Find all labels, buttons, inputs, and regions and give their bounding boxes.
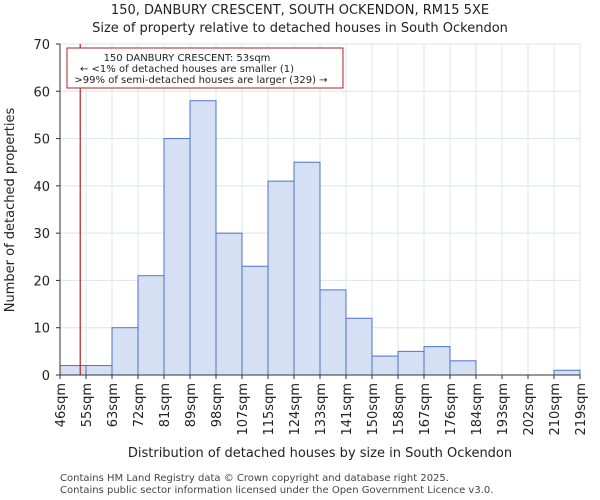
x-tick-label: 202sqm [522,383,537,436]
x-tick-label: 63sqm [106,383,121,427]
bar-133sqm [319,289,347,376]
bar-98sqm [215,232,243,376]
x-tick-label: 141sqm [340,383,355,436]
x-tick-labels: 46sqm 55sqm 63sqm 72sqm 81sqm 89sqm 98sqm 107sq… [54,375,589,436]
footer-licence: Contains public sector information licen… [60,485,494,496]
x-tick-label: 184sqm [470,383,485,436]
x-tick-label: 150sqm [366,383,381,436]
bar-141sqm [345,317,373,376]
x-tick-label: 107sqm [236,383,251,436]
y-tick-label: 20 [33,274,50,289]
x-tick-label: 81sqm [158,383,173,427]
y-axis-label: Number of detached properties [3,108,18,313]
bar-89sqm [189,100,217,376]
x-tick-label: 210sqm [548,383,563,436]
chart-title-line-1: 150, DANBURY CRESCENT, SOUTH OCKENDON, R… [111,3,489,18]
x-tick-label: 115sqm [262,383,277,436]
bar-167sqm [423,346,451,376]
x-tick-label: 133sqm [314,383,329,436]
y-tick-label: 0 [42,369,50,384]
bar-81sqm [163,138,191,376]
bar-124sqm [293,161,321,376]
x-axis-label: Distribution of detached houses by size … [128,446,512,461]
y-tick-label: 40 [33,180,50,195]
bar-107sqm [241,265,269,376]
bar-176sqm [449,360,477,376]
annotation-line-1: 150 DANBURY CRESCENT: 53sqm [104,53,271,64]
x-tick-label: 176sqm [444,383,459,436]
x-tick-label: 72sqm [132,383,147,427]
y-tick-labels: 0 10 20 30 40 50 60 70 [33,38,60,384]
bar-72sqm [137,275,165,376]
y-tick-label: 60 [33,85,50,100]
annotation-line-2: ← <1% of detached houses are smaller (1) [80,64,294,75]
bar-158sqm [397,350,425,376]
x-tick-label: 193sqm [496,383,511,436]
bar-210sqm [553,369,581,376]
chart-title-line-2: Size of property relative to detached ho… [92,21,508,36]
x-tick-label: 219sqm [574,383,589,436]
y-tick-label: 30 [33,227,50,242]
annotation-box: 150 DANBURY CRESCENT: 53sqm ← <1% of det… [66,47,344,89]
footer-copyright: Contains HM Land Registry data © Crown c… [60,473,449,484]
x-tick-label: 158sqm [392,383,407,436]
x-tick-label: 55sqm [80,383,95,427]
bar-55sqm [85,365,113,376]
bar-115sqm [267,180,295,376]
bar-63sqm [111,327,139,376]
x-tick-label: 124sqm [288,383,303,436]
bars [59,100,581,376]
y-tick-label: 70 [33,38,50,53]
y-tick-label: 50 [33,133,50,148]
x-tick-label: 167sqm [418,383,433,436]
annotation-line-3: >99% of semi-detached houses are larger … [74,75,327,86]
x-tick-label: 98sqm [210,383,225,427]
bar-46sqm [59,365,87,376]
x-tick-label: 89sqm [184,383,199,427]
x-tick-label: 46sqm [54,383,69,427]
annotation-border [66,47,344,89]
y-tick-label: 10 [33,322,50,337]
bar-150sqm [371,355,399,376]
